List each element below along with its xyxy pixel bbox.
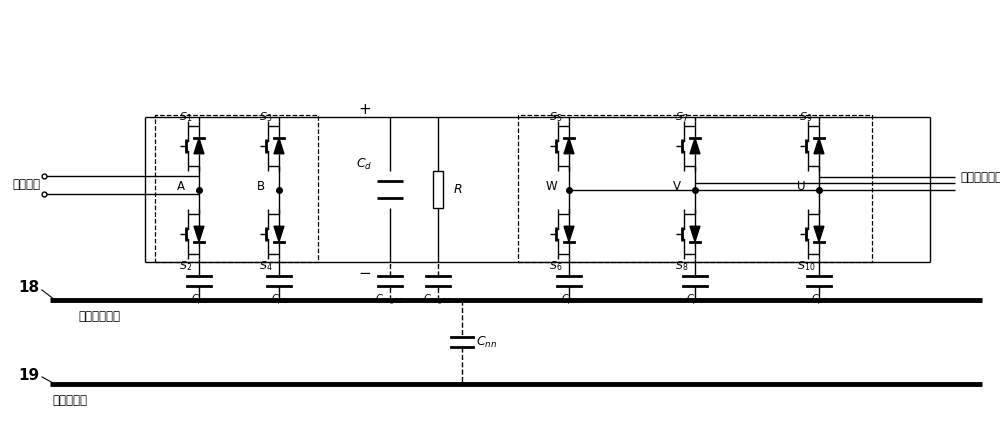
Bar bbox=[433, 170, 443, 208]
Text: U: U bbox=[797, 179, 805, 192]
Text: −: − bbox=[359, 267, 371, 281]
Text: $C_{nn}$: $C_{nn}$ bbox=[476, 335, 497, 349]
Text: $S_6$: $S_6$ bbox=[549, 259, 563, 273]
Text: 接三相异步电机: 接三相异步电机 bbox=[960, 170, 1000, 184]
Polygon shape bbox=[814, 138, 824, 154]
Text: 19: 19 bbox=[18, 368, 39, 384]
Text: $S_3$: $S_3$ bbox=[259, 111, 272, 124]
Text: $R$: $R$ bbox=[453, 183, 462, 196]
Polygon shape bbox=[274, 138, 284, 154]
Text: 变流器散热器: 变流器散热器 bbox=[78, 309, 120, 322]
Text: $S_1$: $S_1$ bbox=[179, 111, 192, 124]
Text: $S_4$: $S_4$ bbox=[259, 259, 273, 273]
Polygon shape bbox=[814, 226, 824, 242]
Text: $S_2$: $S_2$ bbox=[179, 259, 192, 273]
Text: $C_{\rho2}$: $C_{\rho2}$ bbox=[271, 293, 287, 307]
Text: $C_{\rho1}$: $C_{\rho1}$ bbox=[191, 293, 207, 307]
Text: B: B bbox=[257, 179, 265, 192]
Text: 交流供电: 交流供电 bbox=[12, 179, 40, 192]
Text: +: + bbox=[359, 102, 371, 116]
Text: $C_{\rho3}$: $C_{\rho3}$ bbox=[561, 293, 577, 307]
Text: A: A bbox=[177, 179, 185, 192]
Text: $C_{aLg11}$: $C_{aLg11}$ bbox=[375, 293, 405, 307]
Polygon shape bbox=[274, 226, 284, 242]
Text: 18: 18 bbox=[18, 281, 39, 295]
Polygon shape bbox=[564, 226, 574, 242]
Text: $C_{\rho5}$: $C_{\rho5}$ bbox=[811, 293, 827, 307]
Text: $S_9$: $S_9$ bbox=[799, 111, 813, 124]
Text: $C_{aLg12}$: $C_{aLg12}$ bbox=[423, 293, 453, 307]
Text: $C_{\rho4}$: $C_{\rho4}$ bbox=[686, 293, 704, 307]
Polygon shape bbox=[690, 226, 700, 242]
Text: $S_{10}$: $S_{10}$ bbox=[797, 259, 815, 273]
Text: $S_5$: $S_5$ bbox=[549, 111, 562, 124]
Text: $S_7$: $S_7$ bbox=[675, 111, 688, 124]
Polygon shape bbox=[690, 138, 700, 154]
Polygon shape bbox=[194, 138, 204, 154]
Text: $S_8$: $S_8$ bbox=[675, 259, 689, 273]
Text: W: W bbox=[545, 179, 557, 192]
Polygon shape bbox=[564, 138, 574, 154]
Polygon shape bbox=[194, 226, 204, 242]
Text: V: V bbox=[673, 179, 681, 192]
Text: $C_d$: $C_d$ bbox=[356, 157, 372, 172]
Text: 变流器壳体: 变流器壳体 bbox=[52, 393, 87, 406]
